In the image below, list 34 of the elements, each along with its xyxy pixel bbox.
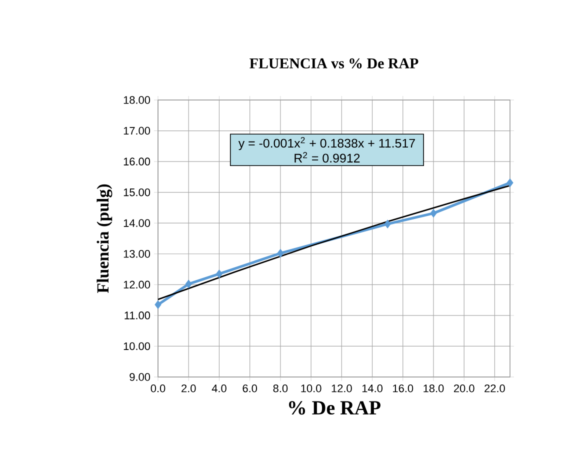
y-tick-label: 11.00 bbox=[124, 312, 150, 320]
annotation: y = -0.001x$^{2}$ + 0.1838x + 11.517 bbox=[238, 137, 415, 150]
y-tick-label: 17.00 bbox=[124, 126, 150, 135]
x-tick-label: 6.0 bbox=[242, 384, 258, 392]
x-axis-title: % De RAP bbox=[289, 401, 380, 415]
y-tick-label: 10.00 bbox=[124, 342, 150, 350]
point bbox=[384, 220, 391, 228]
x-tick-label: 22.0 bbox=[484, 384, 505, 392]
chart-title: FLUENCIA vs % De RAP bbox=[250, 58, 418, 68]
point bbox=[185, 280, 192, 288]
point bbox=[277, 248, 284, 258]
point bbox=[216, 269, 223, 278]
y-axis-title: Fluencia (pulg) bbox=[96, 184, 112, 293]
x-tick-label: 10.0 bbox=[301, 384, 322, 392]
annotation: R$^{2}$ = 0.9912 bbox=[294, 152, 360, 163]
x-tick-label: 8.0 bbox=[273, 384, 288, 392]
point bbox=[506, 178, 514, 188]
x-tick-label: 0.0 bbox=[150, 384, 166, 392]
x-tick-label: 4.0 bbox=[212, 384, 226, 392]
y-tick-label: 9.00 bbox=[130, 373, 150, 381]
y-tick-label: 14.00 bbox=[124, 219, 150, 227]
y-tick-label: 18.00 bbox=[124, 96, 150, 104]
y-tick-label: 16.00 bbox=[124, 158, 150, 166]
point bbox=[154, 300, 162, 310]
x-tick-label: 14.0 bbox=[362, 384, 382, 392]
x-tick-label: 16.0 bbox=[393, 384, 414, 392]
y-tick-label: 12.00 bbox=[124, 280, 150, 289]
x-tick-label: 18.0 bbox=[424, 384, 444, 392]
x-tick-label: 20.0 bbox=[454, 384, 474, 392]
x-tick-label: 2.0 bbox=[182, 384, 196, 392]
y-tick-label: 15.00 bbox=[124, 188, 150, 196]
point bbox=[430, 208, 437, 218]
x-tick-label: 12.0 bbox=[332, 384, 352, 392]
y-tick-label: 13.00 bbox=[124, 250, 150, 258]
